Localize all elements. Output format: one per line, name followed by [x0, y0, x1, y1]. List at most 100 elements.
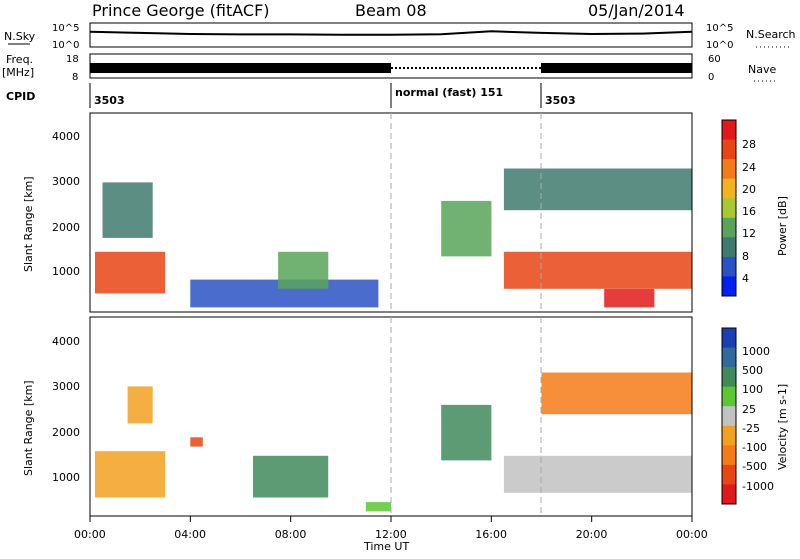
power-panel: Slant Range [km] 4000 3000 2000 1000: [22, 112, 693, 313]
power-cbar-tick-12: 12: [742, 227, 756, 240]
freq-right-tick-top: 60: [708, 54, 721, 65]
velocity-cbar-tick-100: 100: [742, 383, 763, 396]
power-cbar-swatch-4: [722, 198, 736, 219]
power-cbar-swatch-3: [722, 178, 736, 199]
velocity-cbar-swatch-2: [722, 367, 736, 388]
velocity-cbar-tick-neg25: -25: [742, 422, 760, 435]
velocity-region-4: [365, 502, 391, 512]
noise-right-label: N.Search: [746, 28, 796, 41]
power-cbar-swatch-1: [722, 139, 736, 160]
velocity-region-6: [503, 455, 692, 493]
velocity-cbar-swatch-7: [722, 464, 736, 485]
velocity-cbar-swatch-5: [722, 425, 736, 446]
power-region-7: [604, 288, 655, 308]
power-region-1: [102, 182, 153, 238]
velocity-ytick-1000: 1000: [52, 471, 80, 484]
velocity-cbar-tick-1000: 1000: [742, 345, 770, 358]
velocity-panel: Slant Range [km] 4000 3000 2000 1000: [22, 316, 693, 517]
x-tick-label-0: 00:00: [74, 528, 106, 541]
power-region-6: [503, 168, 692, 211]
power-region-4: [441, 200, 492, 257]
power-ylabel: Slant Range [km]: [22, 176, 35, 272]
x-tick-label-4: 16:00: [475, 528, 507, 541]
power-ytick-3000: 3000: [52, 175, 80, 188]
velocity-cbar-tick-500: 500: [742, 364, 763, 377]
power-region-5: [503, 251, 692, 289]
cpid-segment-3: 3503: [545, 94, 576, 107]
noise-right-tick-bottom: 10^0: [706, 40, 733, 51]
velocity-cbar-swatch-0: [722, 328, 736, 349]
cpid-label: CPID: [6, 90, 35, 103]
velocity-cbar-swatch-3: [722, 386, 736, 407]
power-cbar-swatch-2: [722, 159, 736, 180]
velocity-cbar-swatch-8: [722, 484, 736, 505]
noise-left-label: N.Sky: [4, 30, 36, 43]
velocity-cbar-tick-neg100: -100: [742, 441, 767, 454]
velocity-cbar-label: Velocity [m s-1]: [776, 384, 789, 470]
freq-right-tick-bottom: 0: [708, 72, 714, 83]
nave-label: Nave: [748, 63, 776, 76]
x-tick-label-6: 00:00: [676, 528, 708, 541]
power-cbar-tick-24: 24: [742, 161, 756, 174]
velocity-ylabel: Slant Range [km]: [22, 380, 35, 476]
velocity-region-3: [253, 455, 329, 498]
velocity-cbar-swatch-4: [722, 406, 736, 427]
velocity-ytick-3000: 3000: [52, 380, 80, 393]
cpid-row: CPID 3503 normal (fast) 151 3503: [6, 83, 576, 108]
noise-right-tick-top: 10^5: [706, 23, 733, 34]
noise-panel: N.Sky 10^5 10^0 10^5 10^0 N.Search: [4, 22, 796, 51]
velocity-ytick-2000: 2000: [52, 426, 80, 439]
freq-panel: Freq. [MHz] 18 8 60 0 Nave: [2, 53, 776, 83]
freq-label-2: [MHz]: [2, 66, 34, 79]
power-region-0: [95, 251, 166, 294]
freq-bar-segment-1: [90, 63, 391, 73]
noise-left-tick-top: 10^5: [52, 23, 79, 34]
power-cbar-swatch-5: [722, 217, 736, 238]
power-cbar-swatch-6: [722, 237, 736, 258]
power-cbar-tick-4: 4: [742, 272, 749, 285]
x-tick-label-3: 12:00: [375, 528, 407, 541]
cpid-segment-1: 3503: [94, 94, 125, 107]
x-tick-label-1: 04:00: [174, 528, 206, 541]
velocity-cbar-swatch-6: [722, 445, 736, 466]
station-title: Prince George (fitACF): [92, 1, 270, 20]
power-ytick-2000: 2000: [52, 221, 80, 234]
power-cbar-tick-16: 16: [742, 205, 756, 218]
velocity-region-1: [127, 386, 153, 424]
noise-left-tick-bottom: 10^0: [52, 40, 79, 51]
noise-line: [89, 30, 693, 36]
x-axis: 00:00 04:00 08:00 12:00 16:00 20:00 00:00 Time…: [74, 516, 708, 553]
date-label: 05/Jan/2014: [588, 1, 685, 20]
power-ytick-1000: 1000: [52, 265, 80, 278]
power-colorbar: 28 24 20 16 12 8 4 Power [dB]: [721, 119, 789, 297]
freq-left-tick-bottom: 8: [72, 72, 78, 83]
velocity-region-0: [95, 451, 166, 498]
x-axis-title: Time UT: [363, 540, 409, 553]
velocity-cbar-swatch-1: [722, 347, 736, 368]
power-cbar-tick-20: 20: [742, 183, 756, 196]
power-cbar-swatch-8: [722, 276, 736, 297]
power-cbar-tick-28: 28: [742, 138, 756, 151]
velocity-region-7: [541, 372, 692, 415]
velocity-region-5: [441, 404, 492, 461]
power-cbar-label: Power [dB]: [776, 196, 789, 256]
cpid-segment-2: normal (fast) 151: [395, 86, 503, 99]
power-cbar-swatch-0: [722, 120, 736, 141]
velocity-cbar-tick-neg500: -500: [742, 460, 767, 473]
power-ytick-4000: 4000: [52, 130, 80, 143]
freq-left-tick-top: 18: [66, 54, 79, 65]
beam-label: Beam 08: [355, 1, 427, 20]
power-cbar-swatch-7: [722, 256, 736, 277]
velocity-cbar-tick-25: 25: [742, 403, 756, 416]
velocity-ytick-4000: 4000: [52, 335, 80, 348]
velocity-cbar-tick-neg1000: -1000: [742, 480, 774, 493]
power-region-3: [278, 251, 329, 289]
freq-bar-segment-2: [541, 63, 692, 73]
freq-label-1: Freq.: [6, 53, 33, 66]
x-tick-label-2: 08:00: [275, 528, 307, 541]
power-cbar-tick-8: 8: [742, 250, 749, 263]
x-tick-label-5: 20:00: [576, 528, 608, 541]
velocity-region-2: [190, 437, 203, 447]
